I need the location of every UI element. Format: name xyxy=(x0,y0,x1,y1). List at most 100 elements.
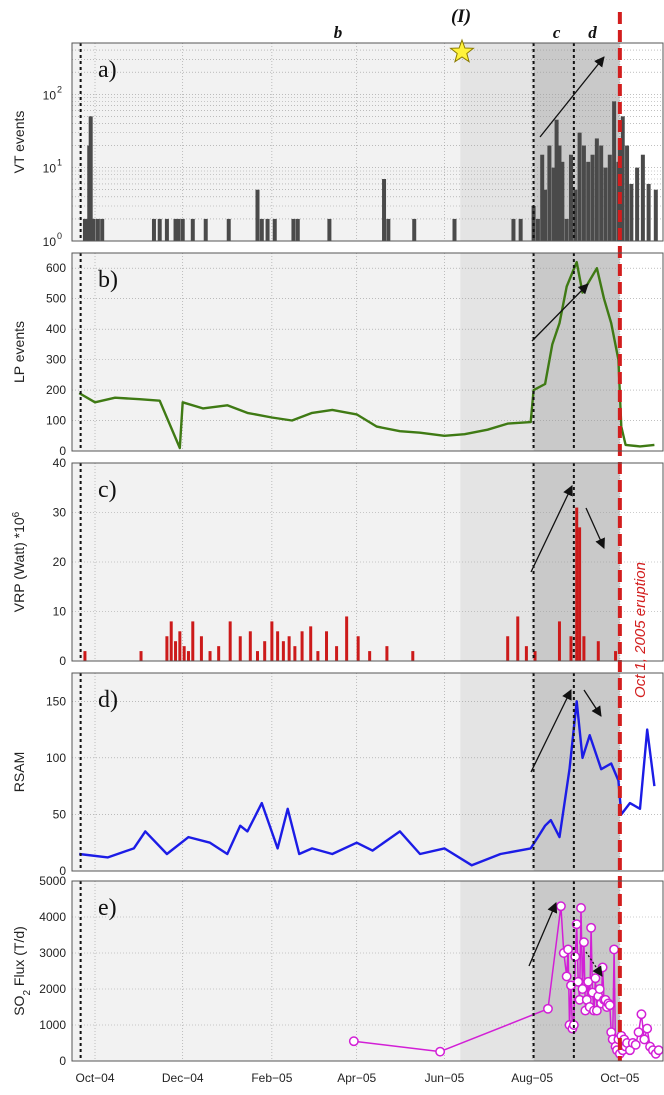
panel-label: e) xyxy=(98,895,117,921)
so2-point xyxy=(571,919,582,930)
phase-d-label: d xyxy=(588,23,597,42)
vt-bar xyxy=(617,138,622,241)
vt-bar xyxy=(511,218,516,241)
vrp-bar xyxy=(174,641,178,661)
vt-bar xyxy=(581,145,586,241)
vrp-bar xyxy=(169,621,173,661)
vrp-bar xyxy=(578,527,582,661)
so2-point xyxy=(597,962,608,973)
y-tick-label: 50 xyxy=(53,807,67,821)
vrp-bar xyxy=(217,646,221,661)
vt-bar xyxy=(190,218,195,241)
phase-c-label: c xyxy=(553,23,561,42)
vt-bar xyxy=(259,218,264,241)
vt-bar xyxy=(599,145,604,241)
shade-period-b xyxy=(460,253,534,451)
x-tick-label: Feb−05 xyxy=(251,1071,292,1085)
trend-arrow xyxy=(585,507,605,549)
vt-bar xyxy=(590,154,595,241)
vrp-bar xyxy=(83,651,87,661)
vt-bar xyxy=(603,167,608,241)
vt-bar xyxy=(412,218,417,241)
so2-point xyxy=(563,944,574,955)
vt-bar xyxy=(640,154,645,241)
so2-point xyxy=(653,1045,664,1056)
y-tick-exponent: 1 xyxy=(57,158,62,168)
vt-bar xyxy=(265,218,270,241)
trend-arrow xyxy=(539,56,605,138)
panel-label: b) xyxy=(98,267,118,293)
y-tick-exponent: 0 xyxy=(57,231,62,241)
so2-point xyxy=(604,1000,615,1011)
y-tick-label: 10 xyxy=(43,162,57,176)
vt-bar xyxy=(272,218,277,241)
phase-b-label: b xyxy=(334,23,343,42)
vt-bar xyxy=(91,218,96,241)
trend-arrow xyxy=(530,689,572,773)
vt-bar xyxy=(573,189,578,241)
vt-bar xyxy=(629,183,634,241)
vt-bar xyxy=(564,218,569,241)
so2-point xyxy=(639,1034,650,1045)
vt-bar xyxy=(540,154,545,241)
y-tick-label: 1000 xyxy=(39,1018,66,1032)
shade-period-a xyxy=(72,253,461,451)
shade-period-cd xyxy=(533,253,620,451)
panel-label: c) xyxy=(98,477,117,503)
y-axis-label: VRP (Watt) *106 xyxy=(11,511,28,612)
y-tick-label: 10 xyxy=(43,88,57,102)
vrp-bar xyxy=(186,651,190,661)
vt-bar xyxy=(151,218,156,241)
vt-bar xyxy=(543,189,548,241)
shade-period-b xyxy=(460,43,534,241)
vrp-bar xyxy=(533,651,537,661)
y-tick-label: 600 xyxy=(46,261,66,275)
vrp-bar xyxy=(248,631,252,661)
panel-frame xyxy=(71,252,664,452)
trend-arrow xyxy=(531,283,589,342)
vrp-bar xyxy=(263,641,267,661)
vrp-bar xyxy=(293,646,297,661)
trend-arrow xyxy=(585,951,603,977)
so2-point xyxy=(576,903,586,913)
y-tick-label: 0 xyxy=(59,1054,66,1068)
vrp-bar xyxy=(506,636,510,661)
so2-point xyxy=(630,1039,641,1050)
vrp-bar xyxy=(411,651,415,661)
y-tick-exponent: 2 xyxy=(57,84,62,94)
vt-bar xyxy=(653,189,658,241)
shade-period-b xyxy=(460,463,534,661)
y-axis-label: VT events xyxy=(11,111,27,174)
y-tick-label: 400 xyxy=(46,322,66,336)
vrp-bar xyxy=(182,646,186,661)
y-tick-label: 300 xyxy=(46,353,66,367)
x-tick-label: Oct−05 xyxy=(600,1071,639,1085)
shade-period-a xyxy=(72,43,461,241)
eruption-label: Oct 1, 2005 eruption xyxy=(632,562,649,698)
so2-point xyxy=(555,901,566,912)
vrp-bar xyxy=(165,636,169,661)
vrp-bar xyxy=(557,621,561,661)
trend-arrow xyxy=(530,485,573,573)
vrp-bar xyxy=(569,636,573,661)
y-tick-label: 0 xyxy=(59,864,66,878)
y-tick-label: 10 xyxy=(43,235,57,249)
vt-bar xyxy=(180,218,185,241)
vrp-bar xyxy=(575,507,579,661)
vt-bar xyxy=(157,218,162,241)
vt-bar xyxy=(612,101,617,241)
y-tick-label: 10 xyxy=(53,605,67,619)
panel-frame xyxy=(71,672,664,872)
vt-bar xyxy=(176,218,181,241)
vt-bar xyxy=(95,218,100,241)
shade-post-eruption xyxy=(619,253,663,451)
trend-arrow xyxy=(583,689,602,717)
so2-point xyxy=(573,976,584,987)
vt-bar xyxy=(535,218,540,241)
vt-bar xyxy=(291,218,296,241)
vt-bar xyxy=(607,154,612,241)
vrp-bar xyxy=(356,636,360,661)
so2-point xyxy=(609,944,620,955)
vrp-bar xyxy=(524,646,528,661)
